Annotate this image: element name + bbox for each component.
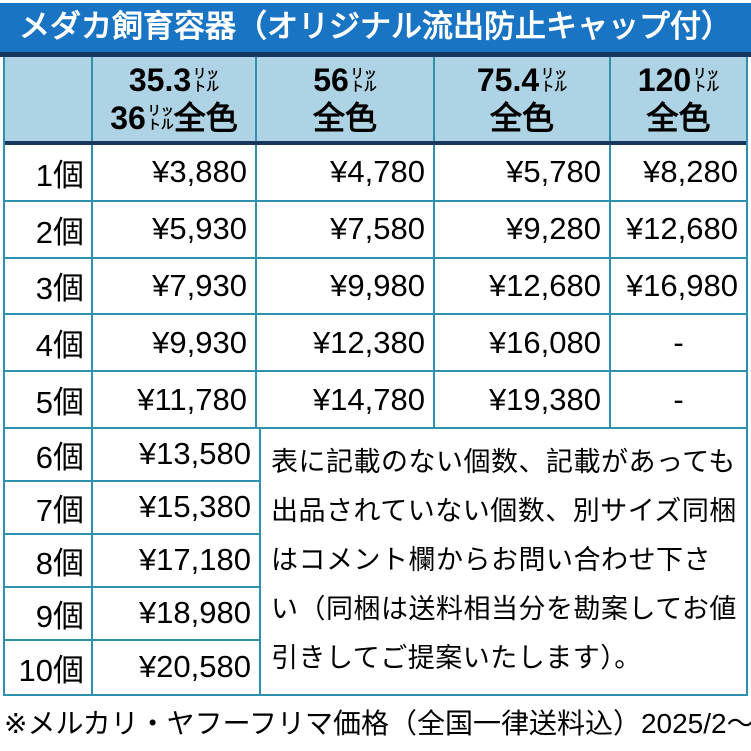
price-cell: ¥12,680 xyxy=(625,211,738,247)
liter-unit-stack: リッ トル xyxy=(541,65,568,95)
header-cell-empty xyxy=(5,57,93,141)
header-size-line: 75.4 リッ トル xyxy=(477,63,567,97)
count-cell: 2個 xyxy=(5,201,93,257)
page-title: メダカ飼育容器（オリジナル流出防止キャップ付） xyxy=(0,3,751,57)
size-value: 36 xyxy=(110,99,146,136)
bottom-section: 6個 ¥13,580 7個 ¥15,380 8個 ¥17,180 9個 ¥18,… xyxy=(5,428,746,694)
table-row: 9個 ¥18,980 xyxy=(5,587,259,641)
header-size-line: 120 リッ トル xyxy=(638,63,719,97)
price-cell: ¥9,980 xyxy=(257,258,435,314)
table-row: 1個 ¥3,880 ¥4,780 ¥5,780 ¥8,280 xyxy=(5,145,746,202)
liter-unit-stack: リッ トル xyxy=(350,65,377,95)
table-row: 8個 ¥17,180 xyxy=(5,534,259,588)
price-cell: ¥20,580 xyxy=(138,649,251,685)
price-cell: ¥7,580 xyxy=(257,201,435,257)
price-cell: ¥11,780 xyxy=(93,372,257,427)
header-cell-size-35: 35.3 リッ トル 36 リッ トル 全色 xyxy=(93,57,257,141)
count-cell: 1個 xyxy=(5,145,93,200)
count-cell: 8個 xyxy=(5,534,93,586)
count-cell: 5個 xyxy=(5,372,93,427)
table-row: 4個 ¥9,930 ¥12,380 ¥16,080 - xyxy=(5,315,746,373)
footer-price-note: ※メルカリ・ヤフーフリマ価格（全国一律送料込）2025/2～ xyxy=(4,708,751,739)
table-row: 7個 ¥15,380 xyxy=(5,481,259,535)
table-row: 2個 ¥5,930 ¥7,580 ¥9,280 ¥12,680 xyxy=(5,201,746,259)
all-colors-label: 全色 xyxy=(489,99,554,136)
count-cell: 7個 xyxy=(5,481,93,533)
count-cell: 4個 xyxy=(5,315,93,371)
price-cell: ¥3,880 xyxy=(93,145,257,200)
price-cell: ¥9,930 xyxy=(93,315,257,371)
all-colors-label: 全色 xyxy=(646,99,711,136)
price-cell: ¥13,580 xyxy=(138,436,251,472)
price-cell: ¥15,380 xyxy=(138,489,251,525)
price-cell: ¥14,780 xyxy=(257,372,435,427)
price-table: 35.3 リッ トル 36 リッ トル 全色 56 xyxy=(3,57,748,696)
header-size-line: 36 リッ トル 全色 xyxy=(110,101,238,135)
header-cell-size-56: 56 リッ トル 全色 xyxy=(257,57,435,141)
price-cell: ¥5,930 xyxy=(93,201,257,257)
price-cell: ¥5,780 xyxy=(435,145,611,200)
price-cell: ¥8,280 xyxy=(643,154,738,190)
size-value: 35.3 xyxy=(128,62,192,99)
liter-unit-stack: リッ トル xyxy=(147,103,174,132)
price-cell-empty: - xyxy=(673,324,684,360)
size-value: 120 xyxy=(637,62,692,99)
price-cell: ¥7,930 xyxy=(93,258,257,314)
price-cell: ¥17,180 xyxy=(138,542,251,578)
table-row: 3個 ¥7,930 ¥9,980 ¥12,680 ¥16,980 xyxy=(5,258,746,316)
single-price-rows: 6個 ¥13,580 7個 ¥15,380 8個 ¥17,180 9個 ¥18,… xyxy=(5,428,259,694)
header-size-line: 35.3 リッ トル xyxy=(129,63,219,97)
table-row: 10個 ¥20,580 xyxy=(5,640,259,694)
liter-unit-stack: リッ トル xyxy=(693,65,720,95)
liter-unit-stack: リッ トル xyxy=(193,65,220,95)
price-cell: ¥16,980 xyxy=(625,267,738,303)
price-cell: ¥9,280 xyxy=(435,201,611,257)
table-header-row: 35.3 リッ トル 36 リッ トル 全色 56 xyxy=(5,57,746,145)
inquiry-note: 表に記載のない個数、記載があっても出品されていない個数、別サイズ同梱はコメント欄… xyxy=(259,428,746,694)
header-size-line: 56 リッ トル xyxy=(313,63,377,97)
table-row: 5個 ¥11,780 ¥14,780 ¥19,380 - xyxy=(5,372,746,429)
price-cell: ¥19,380 xyxy=(435,372,611,427)
all-colors-label: 全色 xyxy=(312,99,377,136)
price-cell: ¥12,680 xyxy=(435,258,611,314)
count-cell: 6個 xyxy=(5,428,93,480)
size-value: 75.4 xyxy=(476,62,540,99)
price-cell: ¥12,380 xyxy=(257,315,435,371)
price-cell: ¥18,980 xyxy=(138,595,251,631)
all-colors-label: 全色 xyxy=(173,99,238,136)
price-cell: ¥4,780 xyxy=(257,145,435,200)
price-cell-empty: - xyxy=(673,381,684,417)
table-row: 6個 ¥13,580 xyxy=(5,428,259,482)
header-cell-size-120: 120 リッ トル 全色 xyxy=(611,57,746,141)
count-cell: 10個 xyxy=(5,640,93,694)
price-cell: ¥16,080 xyxy=(435,315,611,371)
size-value: 56 xyxy=(313,62,349,99)
count-cell: 9個 xyxy=(5,587,93,639)
count-cell: 3個 xyxy=(5,258,93,314)
header-cell-size-75: 75.4 リッ トル 全色 xyxy=(435,57,611,141)
